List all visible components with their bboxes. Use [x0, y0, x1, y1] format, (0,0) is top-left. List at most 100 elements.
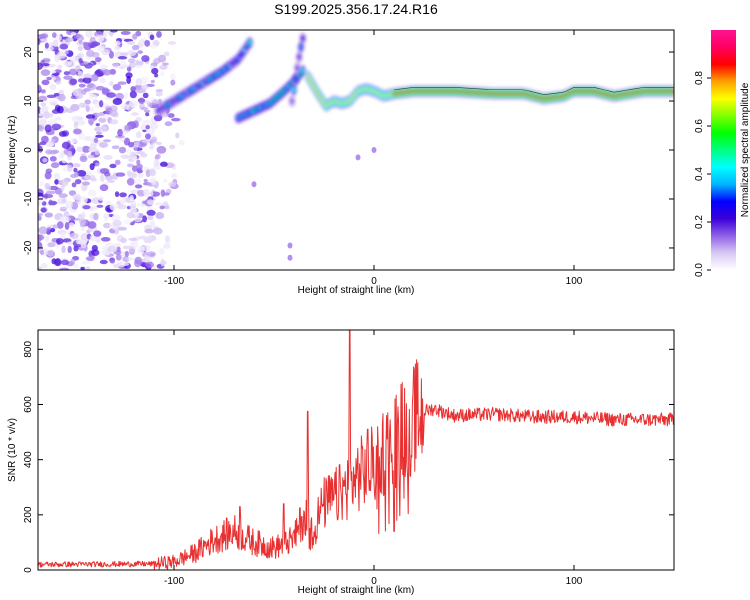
snr-frame [37, 329, 675, 571]
noise-blob [170, 79, 176, 86]
noise-blob [150, 122, 159, 130]
noise-blob [156, 30, 162, 38]
noise-blob [137, 50, 144, 54]
noise-blob [105, 176, 114, 181]
noise-blob [96, 131, 103, 135]
noise-blob [116, 201, 121, 205]
noise-blob [130, 208, 136, 214]
noise-blob [120, 154, 131, 159]
noise-blob [153, 158, 160, 167]
noise-blob [69, 55, 80, 64]
noise-blob [73, 171, 79, 178]
noise-blob [138, 97, 145, 105]
noise-blob [54, 116, 62, 121]
spectrogram-x-ticks: -100 0 100 [164, 30, 583, 287]
noise-blob [64, 50, 69, 55]
noise-blob [169, 144, 176, 150]
noise-blob [163, 192, 170, 196]
main-ridge [304, 70, 674, 112]
noise-blob [93, 212, 99, 221]
noise-blob [117, 128, 123, 137]
colorbar: 0.0 0.2 0.4 0.6 0.8 Normalized spectral ampl… [694, 30, 750, 277]
noise-blob [170, 73, 176, 81]
noise-blob [137, 189, 145, 197]
noise-blob [135, 59, 140, 67]
noise-blob [41, 135, 49, 144]
noise-blob [40, 207, 47, 213]
noise-blob [287, 254, 293, 261]
noise-blob [139, 245, 145, 251]
noise-blob [84, 99, 91, 105]
colorbar-tick-label: 0.2 [694, 215, 705, 229]
noise-blob [109, 109, 118, 117]
snr-y-tick-label: 0 [23, 567, 34, 573]
noise-blob [134, 178, 142, 185]
noise-blob [107, 245, 118, 253]
noise-blob [128, 100, 139, 108]
noise-blob [128, 246, 136, 255]
noise-blob [88, 221, 95, 227]
snr-x-ticks: -100 0 100 [164, 330, 583, 587]
ridge-core [293, 76, 298, 82]
noise-blob [112, 63, 120, 68]
noise-blob [85, 30, 93, 38]
noise-blob [90, 41, 101, 47]
noise-blob [100, 236, 111, 242]
noise-blob [39, 141, 47, 146]
noise-blob [39, 38, 49, 42]
noise-blob [77, 45, 84, 51]
noise-blob [70, 137, 78, 144]
noise-blob [80, 227, 85, 232]
noise-blob [52, 39, 59, 48]
noise-blob [114, 159, 121, 166]
noise-blob [55, 80, 62, 85]
noise-blob [38, 84, 42, 91]
noise-blob [49, 83, 57, 90]
noise-blob [47, 250, 54, 257]
noise-blob [54, 179, 59, 185]
noise-blob [144, 39, 151, 47]
noise-blob [48, 113, 54, 118]
noise-blob [72, 88, 79, 96]
noise-blob [167, 113, 175, 118]
noise-blob [145, 112, 150, 117]
noise-blob [125, 149, 132, 154]
noise-blob [95, 61, 101, 65]
noise-blob [57, 105, 64, 114]
noise-blob [81, 195, 88, 204]
noise-blob [52, 224, 59, 229]
noise-blob [150, 177, 157, 186]
snr-y-axis-label: SNR (10 * v/v) [7, 418, 18, 482]
noise-blob [76, 34, 82, 39]
noise-blob [79, 217, 87, 226]
noise-blob [150, 136, 158, 144]
snr-background [38, 330, 674, 570]
noise-blob [93, 137, 99, 144]
noise-blob [39, 249, 44, 256]
noise-blob [150, 97, 155, 101]
noise-blob [128, 237, 138, 242]
noise-blob [50, 162, 60, 169]
noise-blob [125, 72, 133, 79]
noise-blob [111, 214, 121, 223]
noise-blob [118, 146, 127, 154]
noise-blob [110, 30, 118, 33]
noise-blob [135, 164, 143, 170]
noise-blob [61, 245, 66, 254]
noise-blob [83, 61, 89, 65]
noise-blob [48, 99, 59, 106]
noise-blob [38, 213, 44, 217]
noise-blob [62, 238, 72, 243]
noise-blob [38, 234, 43, 242]
noise-blob [109, 119, 119, 125]
noise-blob [355, 154, 361, 161]
noise-blob [143, 109, 151, 113]
snr-y-tick-label: 800 [23, 341, 34, 358]
noise-blob [87, 117, 95, 125]
noise-blob [72, 193, 81, 201]
noise-blob [50, 138, 56, 143]
noise-blob [89, 143, 97, 150]
noise-blob [40, 102, 47, 107]
noise-blob [78, 102, 86, 108]
